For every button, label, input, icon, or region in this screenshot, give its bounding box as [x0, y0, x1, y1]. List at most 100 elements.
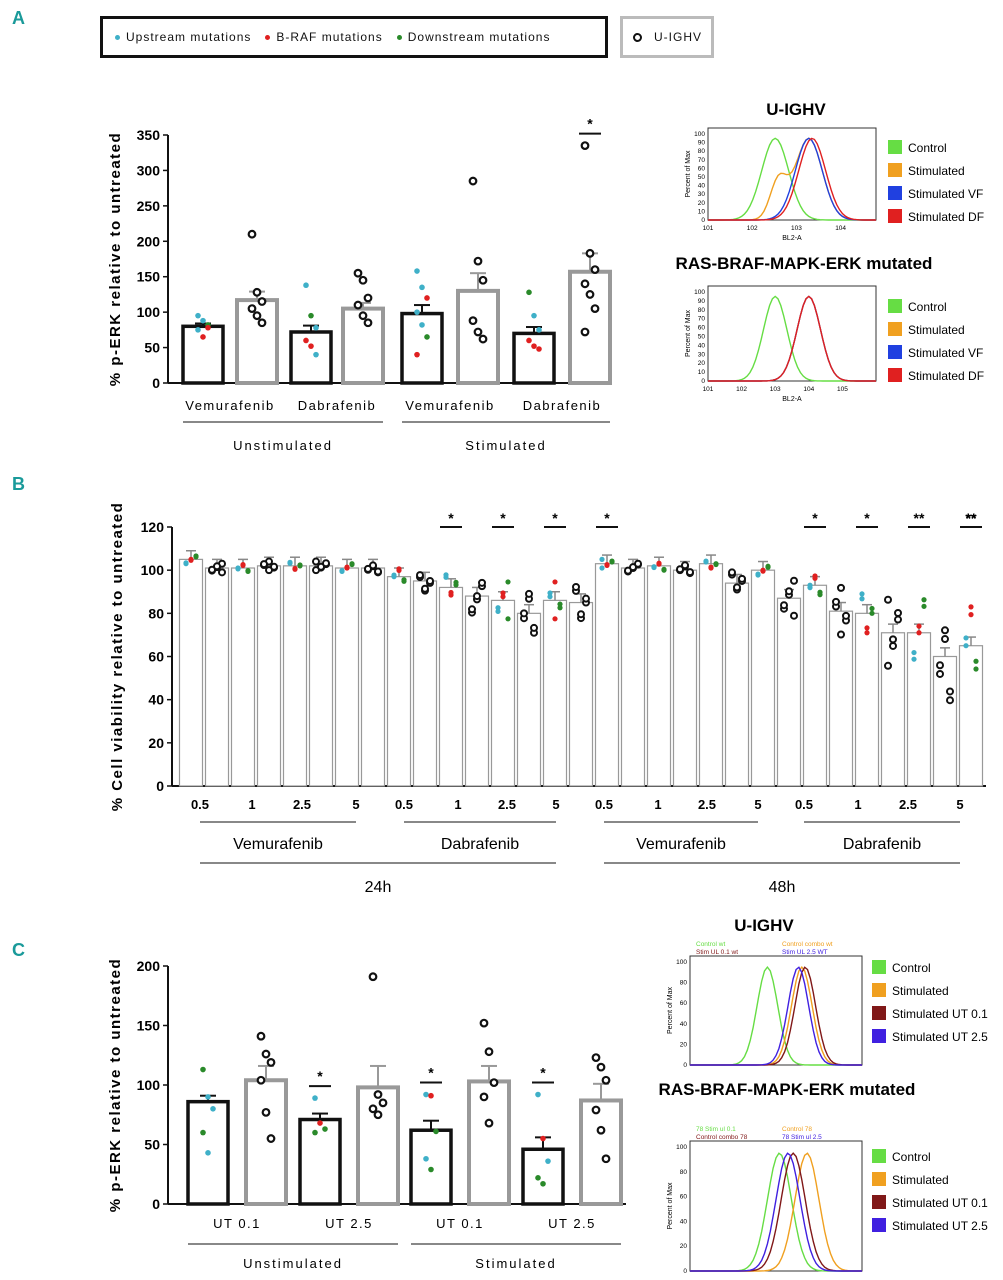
data-point	[936, 669, 944, 678]
data-point	[572, 583, 580, 592]
drug-label: Vemurafenib	[636, 836, 726, 853]
data-point	[200, 334, 206, 340]
data-point	[651, 564, 657, 570]
data-point	[596, 1062, 606, 1072]
y-tick-label: 20	[680, 1243, 688, 1250]
data-point	[396, 566, 402, 572]
bar	[244, 1078, 288, 1206]
y-tick-label: 10	[698, 208, 706, 215]
data-point	[358, 275, 368, 285]
data-point	[188, 556, 194, 562]
data-point	[580, 141, 590, 151]
data-point	[582, 594, 590, 603]
data-point	[790, 611, 798, 620]
bar	[360, 567, 386, 787]
y-tick-label: 40	[680, 1021, 688, 1028]
data-point	[921, 597, 927, 603]
data-point	[936, 661, 944, 670]
data-point	[590, 265, 600, 275]
data-point	[478, 334, 488, 344]
bar	[412, 580, 438, 787]
significance-label: *	[587, 116, 593, 132]
y-tick-label: 20	[148, 735, 164, 751]
inner-legend-label: Control wt	[696, 941, 725, 948]
data-point	[911, 649, 917, 656]
legend-label: Stimulated	[892, 1173, 949, 1187]
data-point	[526, 289, 532, 296]
data-point	[557, 605, 563, 611]
data-point	[505, 579, 511, 585]
data-point	[292, 565, 298, 572]
data-point	[916, 630, 922, 636]
inner-legend-label: Stim UL 0.1 wt	[696, 949, 738, 956]
data-point	[780, 601, 788, 610]
bar	[256, 565, 282, 787]
bar	[204, 567, 230, 787]
x-tick-label: 101	[703, 225, 714, 232]
data-point	[661, 566, 667, 572]
braf-dot-icon	[265, 35, 271, 41]
data-point	[599, 556, 605, 562]
category-label: Vemurafenib	[405, 398, 495, 413]
data-point	[484, 1118, 494, 1128]
dose-label: 0.5	[395, 797, 413, 812]
x-tick-label: 102	[747, 225, 758, 232]
data-point	[266, 1134, 276, 1143]
data-point	[577, 610, 585, 619]
dose-label: 2.5	[498, 797, 516, 812]
data-point	[500, 594, 506, 600]
data-point	[547, 590, 553, 596]
y-tick-label: 20	[680, 1041, 688, 1048]
y-tick-label: 40	[698, 183, 706, 190]
data-point	[963, 643, 969, 649]
legend-swatch	[872, 983, 886, 997]
data-point	[495, 605, 501, 611]
data-point	[312, 1129, 318, 1136]
data-point	[765, 563, 771, 569]
data-point	[247, 229, 257, 239]
category-label: UT 0.1	[213, 1216, 261, 1231]
data-point	[489, 1078, 499, 1088]
data-point	[245, 567, 251, 574]
data-point	[339, 567, 345, 574]
data-point	[590, 304, 600, 314]
y-tick-label: 30	[698, 191, 706, 198]
y-tick-label: 50	[698, 334, 706, 341]
data-point	[468, 316, 478, 326]
data-point	[911, 656, 917, 662]
y-tick-label: 90	[698, 140, 706, 147]
data-point	[312, 1095, 318, 1101]
drug-label: Dabrafenib	[843, 836, 921, 853]
y-tick-label: 0	[683, 1062, 687, 1069]
legend-swatch	[888, 140, 902, 154]
inner-legend-label: Control combo 78	[696, 1134, 748, 1141]
y-tick-label: 100	[676, 959, 687, 966]
data-point	[520, 609, 528, 618]
bar	[906, 632, 932, 787]
y-tick-label: 100	[676, 1144, 687, 1151]
data-point	[536, 346, 542, 352]
data-point	[728, 568, 736, 577]
legend-upstream: Upstream mutations	[115, 30, 251, 44]
y-tick-label: 30	[698, 351, 706, 358]
data-point	[261, 1049, 271, 1059]
bar	[409, 1128, 453, 1206]
data-point	[963, 635, 969, 641]
data-point	[240, 561, 246, 568]
data-point	[353, 268, 363, 278]
panel-a-bar-chart: 0 50 100 150 200 250 300 350 % p-ERK relative to…	[107, 116, 612, 453]
y-tick-label: 70	[698, 316, 706, 323]
legend-label: Stimulated VF	[908, 187, 983, 201]
data-point	[401, 577, 407, 583]
data-point	[591, 1105, 601, 1115]
data-point	[369, 561, 377, 570]
histogram-curve	[708, 295, 876, 382]
y-tick-label: 50	[144, 1137, 160, 1153]
data-point	[349, 561, 355, 567]
data-point	[859, 596, 865, 602]
legend-swatch	[872, 1195, 886, 1209]
data-point	[681, 561, 689, 570]
legend-swatch	[888, 186, 902, 200]
legend-label: Control	[908, 141, 947, 155]
